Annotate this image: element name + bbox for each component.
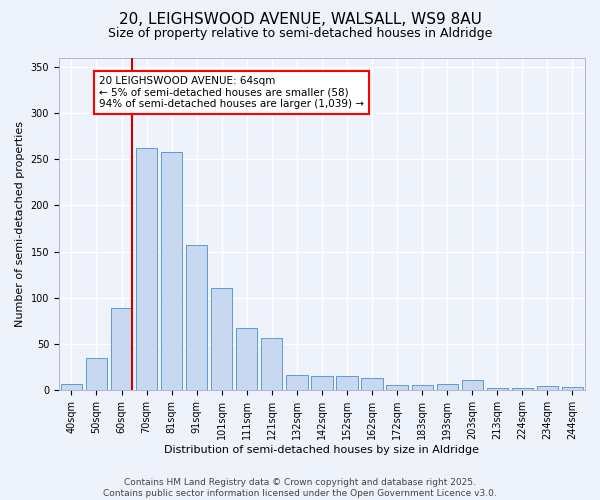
Text: 20 LEIGHSWOOD AVENUE: 64sqm
← 5% of semi-detached houses are smaller (58)
94% of: 20 LEIGHSWOOD AVENUE: 64sqm ← 5% of semi… bbox=[99, 76, 364, 109]
Bar bbox=[487, 388, 508, 390]
Bar bbox=[286, 374, 308, 390]
Text: 20, LEIGHSWOOD AVENUE, WALSALL, WS9 8AU: 20, LEIGHSWOOD AVENUE, WALSALL, WS9 8AU bbox=[119, 12, 481, 28]
Bar bbox=[61, 384, 82, 390]
Bar bbox=[186, 245, 208, 390]
Bar bbox=[537, 386, 558, 390]
Bar bbox=[386, 385, 408, 390]
Bar bbox=[136, 148, 157, 390]
Bar bbox=[562, 386, 583, 390]
Bar bbox=[161, 152, 182, 390]
Bar bbox=[311, 376, 332, 390]
Text: Size of property relative to semi-detached houses in Aldridge: Size of property relative to semi-detach… bbox=[108, 28, 492, 40]
Bar bbox=[461, 380, 483, 390]
Bar bbox=[412, 385, 433, 390]
Bar bbox=[111, 308, 132, 390]
Bar bbox=[86, 358, 107, 390]
Bar bbox=[361, 378, 383, 390]
Bar bbox=[437, 384, 458, 390]
Y-axis label: Number of semi-detached properties: Number of semi-detached properties bbox=[15, 121, 25, 327]
Bar bbox=[261, 338, 283, 390]
X-axis label: Distribution of semi-detached houses by size in Aldridge: Distribution of semi-detached houses by … bbox=[164, 445, 479, 455]
Bar bbox=[211, 288, 232, 391]
Bar bbox=[337, 376, 358, 390]
Bar bbox=[512, 388, 533, 390]
Bar bbox=[236, 328, 257, 390]
Text: Contains HM Land Registry data © Crown copyright and database right 2025.
Contai: Contains HM Land Registry data © Crown c… bbox=[103, 478, 497, 498]
